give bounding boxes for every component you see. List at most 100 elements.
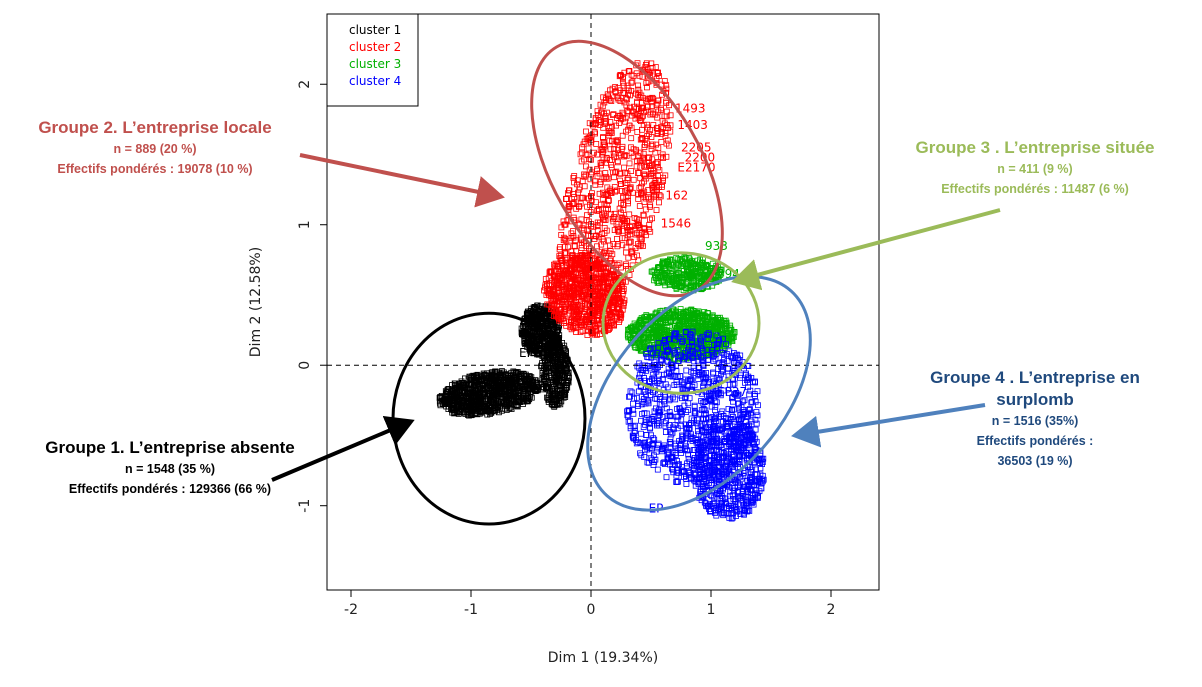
point — [617, 177, 623, 184]
point — [599, 196, 606, 203]
point — [635, 402, 641, 409]
point — [467, 404, 474, 411]
point — [549, 320, 556, 327]
point — [646, 195, 653, 202]
point — [583, 163, 589, 170]
point — [663, 140, 670, 147]
point — [478, 375, 485, 382]
point — [603, 159, 609, 166]
point — [562, 249, 569, 256]
point — [467, 396, 474, 403]
series-1 — [436, 302, 572, 419]
point — [608, 129, 615, 136]
point — [486, 379, 493, 386]
point — [499, 368, 505, 375]
point — [526, 386, 533, 393]
point — [622, 262, 629, 269]
point — [458, 383, 465, 389]
point — [598, 119, 604, 125]
point — [633, 163, 640, 170]
point — [652, 177, 659, 184]
point — [626, 122, 633, 129]
point — [663, 98, 669, 105]
point — [477, 399, 484, 406]
point — [619, 109, 626, 116]
point — [533, 343, 540, 350]
point — [581, 183, 588, 190]
point — [663, 108, 670, 115]
point — [553, 352, 560, 359]
point — [615, 96, 622, 103]
point — [648, 60, 655, 67]
point — [623, 95, 629, 102]
point — [591, 129, 598, 135]
point — [550, 390, 557, 397]
point — [605, 237, 611, 244]
point — [589, 250, 596, 257]
point — [491, 372, 498, 379]
point — [625, 254, 632, 261]
point — [619, 242, 626, 249]
point — [641, 225, 648, 232]
point — [508, 369, 515, 376]
series-4 — [624, 328, 767, 522]
point — [605, 198, 612, 205]
point — [667, 112, 674, 119]
point — [650, 122, 657, 128]
point — [624, 176, 631, 183]
point — [514, 398, 521, 405]
point — [644, 84, 650, 91]
point — [622, 152, 628, 159]
point — [610, 111, 617, 118]
point — [624, 218, 631, 225]
point — [500, 378, 507, 385]
point — [547, 350, 554, 357]
point — [468, 408, 475, 415]
point — [466, 373, 473, 380]
point — [609, 138, 615, 145]
point — [636, 203, 643, 209]
point — [638, 99, 645, 106]
point — [623, 194, 630, 200]
point — [529, 383, 536, 390]
point — [616, 228, 622, 235]
point — [466, 381, 473, 388]
point — [499, 387, 505, 394]
point — [617, 170, 624, 177]
point — [466, 381, 473, 388]
point — [581, 226, 587, 233]
point — [591, 149, 597, 156]
point — [586, 156, 593, 162]
point — [660, 178, 666, 184]
point — [643, 80, 650, 86]
point — [627, 238, 634, 245]
point — [624, 82, 631, 89]
point — [585, 145, 592, 152]
point — [448, 405, 454, 412]
point — [658, 138, 665, 145]
point — [607, 242, 613, 249]
point — [637, 136, 644, 143]
point — [626, 104, 633, 111]
point — [605, 205, 611, 212]
point — [627, 388, 634, 395]
point — [626, 160, 633, 167]
point — [630, 176, 637, 183]
point — [649, 169, 656, 176]
point — [591, 178, 598, 185]
point — [635, 170, 641, 176]
point — [597, 179, 604, 186]
point — [599, 236, 606, 243]
point — [581, 173, 588, 180]
point — [653, 160, 659, 167]
point — [612, 89, 619, 96]
point — [513, 394, 520, 401]
point — [637, 164, 644, 171]
point — [635, 82, 641, 89]
point — [565, 204, 572, 211]
point — [438, 392, 445, 399]
point — [624, 224, 630, 231]
point — [641, 228, 648, 235]
point — [511, 402, 518, 409]
point — [538, 322, 545, 329]
